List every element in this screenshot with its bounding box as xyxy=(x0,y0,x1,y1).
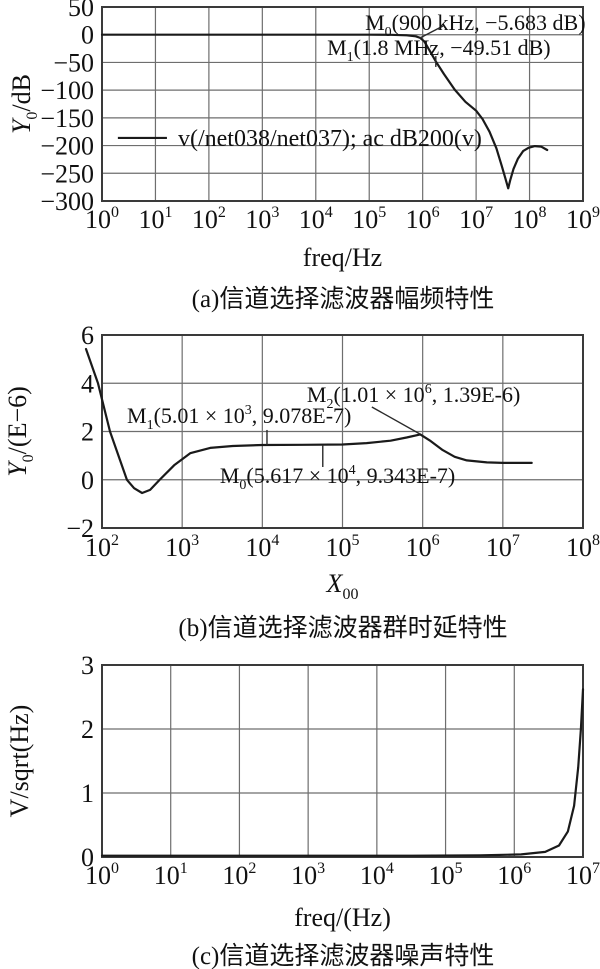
caption-noise: (c)信道选择滤波器噪声特性 xyxy=(191,943,495,969)
annotation-leader xyxy=(371,406,421,435)
y-tick-label: 4 xyxy=(81,369,94,398)
x-axis-label: freq/(Hz) xyxy=(294,903,391,932)
y-axis-label: Y0/(E−6) xyxy=(3,386,37,477)
y-tick-label: 6 xyxy=(81,321,94,350)
annotation-text: M1(5.01 × 103, 9.078E-7) xyxy=(127,403,351,433)
x-tick-label: 105 xyxy=(429,860,463,890)
grid xyxy=(102,335,583,528)
legend-label: v(/net038/net037); ac dB200(v) xyxy=(178,126,482,152)
x-tick-label: 101 xyxy=(138,204,172,234)
group-delay-chart: 102 103 104 105 106 107 108 6 4 2 0 −2 X00 Y0/(E−6) M1… xyxy=(3,321,600,603)
x-axis-label: X00 xyxy=(326,569,359,603)
series-curve xyxy=(100,33,549,190)
marker-annotation-M0: M0(5.617 × 104, 9.343E-7) xyxy=(220,445,455,493)
x-tick-label: 102 xyxy=(222,860,256,890)
x-tick-label: 103 xyxy=(291,860,325,890)
x-tick-label: 103 xyxy=(245,204,279,234)
amplitude-response-chart: 100 101 102 103 104 105 106 107 108 109 500−50−100… xyxy=(7,0,600,272)
plot-border xyxy=(101,6,584,202)
y-tick-label: 0 xyxy=(81,843,94,872)
marker-annotation-M0: M0(900 kHz, −5.683 dB) xyxy=(365,10,585,40)
x-tick-label: 104 xyxy=(299,204,333,234)
x-axis-label: freq/Hz xyxy=(303,243,382,272)
y-tick-label: −150 xyxy=(40,104,94,133)
series-curve xyxy=(100,688,585,857)
x-tick-label: 104 xyxy=(245,532,279,562)
y-tick-label: 50 xyxy=(68,0,94,22)
x-tick-label: 101 xyxy=(154,860,188,890)
legend: v(/net038/net037); ac dB200(v) xyxy=(117,126,482,152)
marker-annotation-M1: M1(5.01 × 103, 9.078E-7) xyxy=(127,403,351,446)
plot-border xyxy=(101,664,584,858)
y-tick-label: 0 xyxy=(81,21,94,50)
marker-annotation-M1: M1(1.8 MHz, −49.51 dB) xyxy=(327,35,551,67)
y-tick-label: 2 xyxy=(81,418,94,447)
x-tick-label: 105 xyxy=(326,532,360,562)
caption-amplitude: (a)信道选择滤波器幅频特性 xyxy=(191,286,495,313)
annotation-leader xyxy=(419,25,444,39)
marker-annotation-M2: M2(1.01 × 106, 1.39E-6) xyxy=(307,382,520,435)
x-tick-label: 102 xyxy=(192,204,226,234)
y-tick-label: −50 xyxy=(53,48,94,77)
caption-group-delay: (b)信道选择滤波器群时延特性 xyxy=(178,615,508,642)
x-tick-label: 106 xyxy=(406,204,440,234)
noise-chart: 100 101 102 103 104 105 106 107 3 2 1 0 freq/(Hz) V/s… xyxy=(5,651,600,932)
x-tick-label: 102 xyxy=(85,532,119,562)
y-tick-label: −300 xyxy=(40,187,94,216)
plot-border xyxy=(101,334,584,529)
y-axis-label: Y0/dB xyxy=(7,74,41,134)
y-tick-label: −200 xyxy=(40,132,94,161)
y-tick-label: 2 xyxy=(81,715,94,744)
annotation-text: M0(5.617 × 104, 9.343E-7) xyxy=(220,463,455,493)
y-tick-label: 1 xyxy=(81,779,94,808)
y-tick-label: 0 xyxy=(81,466,94,495)
y-axis-label: V/sqrt(Hz) xyxy=(5,705,34,818)
x-tick-label: 107 xyxy=(566,860,600,890)
x-tick-label: 105 xyxy=(352,204,386,234)
annotation-text: M1(1.8 MHz, −49.51 dB) xyxy=(327,35,551,65)
x-tick-label: 104 xyxy=(360,860,394,890)
x-tick-label: 108 xyxy=(513,204,547,234)
x-tick-label: 100 xyxy=(85,204,119,234)
y-tick-label: 3 xyxy=(81,651,94,680)
series-curve xyxy=(84,347,533,495)
x-tick-label: 100 xyxy=(85,860,119,890)
x-tick-label: 107 xyxy=(459,204,493,234)
x-tick-label: 106 xyxy=(497,860,531,890)
x-tick-label: 103 xyxy=(165,532,199,562)
x-tick-label: 109 xyxy=(566,204,600,234)
x-tick-label: 107 xyxy=(486,532,520,562)
y-tick-label: −100 xyxy=(40,76,94,105)
y-tick-label: −2 xyxy=(66,514,94,543)
annotation-text: M0(900 kHz, −5.683 dB) xyxy=(365,10,585,40)
annotation-text: M2(1.01 × 106, 1.39E-6) xyxy=(307,382,520,412)
grid xyxy=(102,665,583,857)
x-tick-label: 108 xyxy=(566,532,600,562)
x-tick-label: 106 xyxy=(406,532,440,562)
y-tick-label: −250 xyxy=(40,159,94,188)
